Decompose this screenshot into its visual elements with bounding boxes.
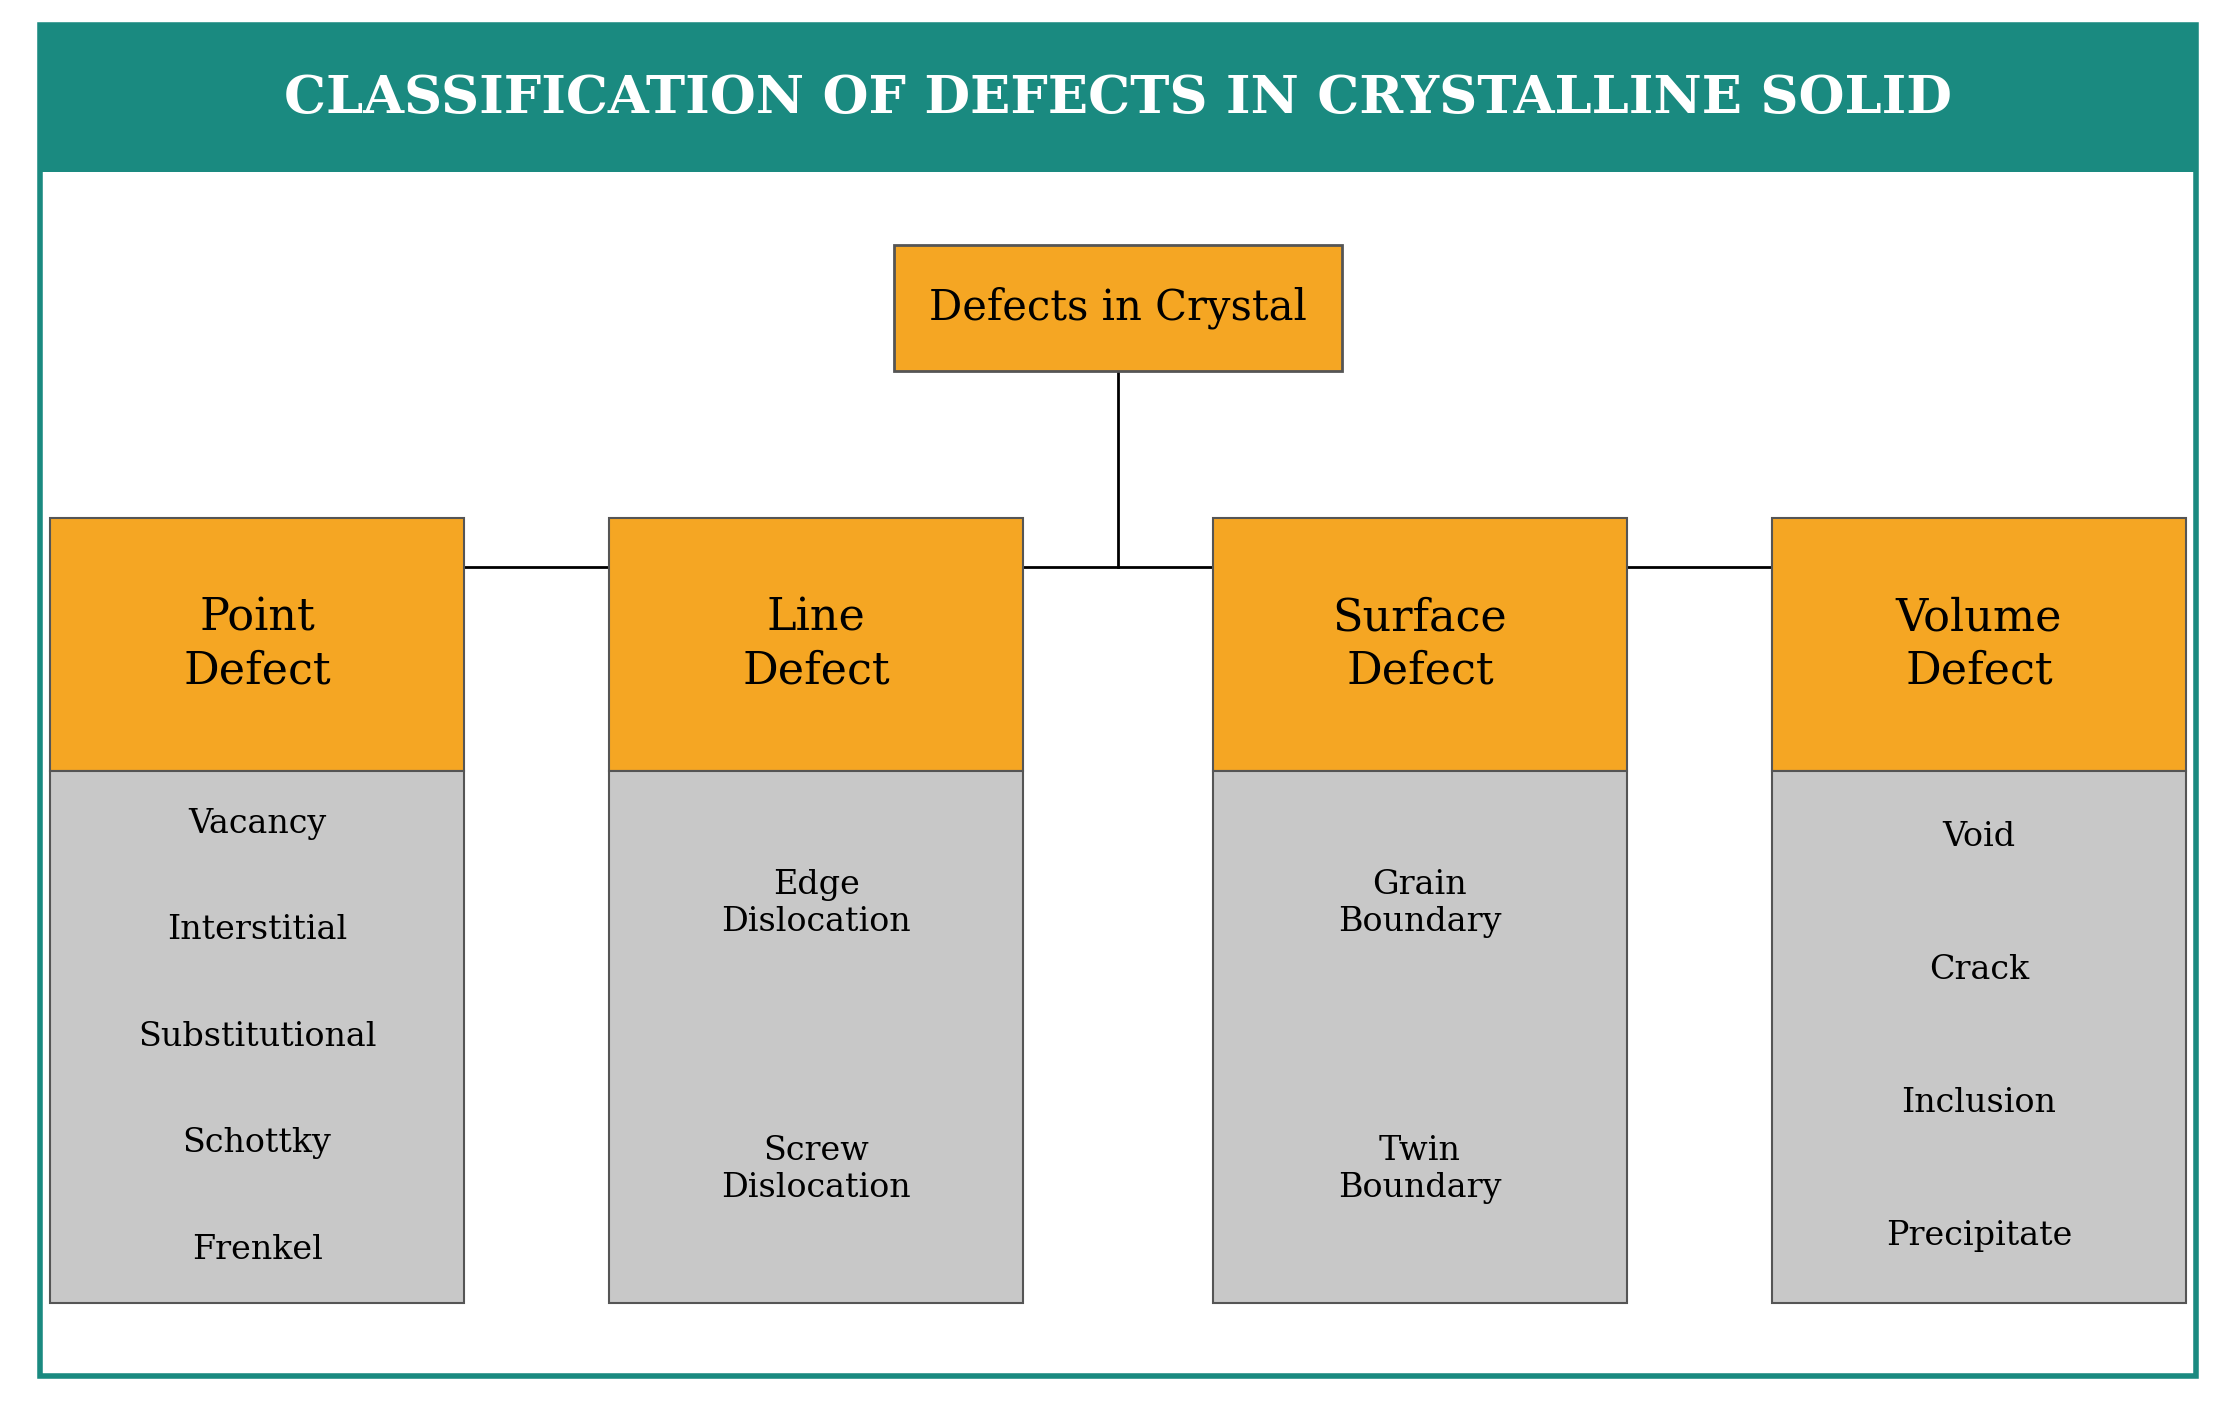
Text: Crack: Crack <box>1930 954 2028 986</box>
Text: Grain
Boundary: Grain Boundary <box>1337 869 1503 939</box>
Text: Frenkel: Frenkel <box>192 1234 322 1265</box>
Text: CLASSIFICATION OF DEFECTS IN CRYSTALLINE SOLID: CLASSIFICATION OF DEFECTS IN CRYSTALLINE… <box>284 73 1952 125</box>
Text: Inclusion: Inclusion <box>1901 1087 2057 1119</box>
FancyBboxPatch shape <box>1212 518 1628 771</box>
FancyBboxPatch shape <box>51 518 465 771</box>
Text: Vacancy: Vacancy <box>188 808 326 839</box>
Text: Schottky: Schottky <box>183 1128 331 1159</box>
FancyBboxPatch shape <box>608 518 1024 771</box>
FancyBboxPatch shape <box>51 771 465 1303</box>
Text: Screw
Dislocation: Screw Dislocation <box>722 1135 910 1205</box>
Text: Interstitial: Interstitial <box>168 915 347 946</box>
Text: Void: Void <box>1943 821 2015 853</box>
Text: Twin
Boundary: Twin Boundary <box>1337 1135 1503 1205</box>
Text: Surface
Defect: Surface Defect <box>1333 597 1507 692</box>
FancyBboxPatch shape <box>894 245 1342 371</box>
Text: Precipitate: Precipitate <box>1885 1220 2073 1252</box>
FancyBboxPatch shape <box>1771 771 2185 1303</box>
FancyBboxPatch shape <box>1212 771 1628 1303</box>
FancyBboxPatch shape <box>608 771 1024 1303</box>
Text: Volume
Defect: Volume Defect <box>1896 597 2062 692</box>
Text: Defects in Crystal: Defects in Crystal <box>930 287 1306 329</box>
Text: Substitutional: Substitutional <box>139 1021 376 1052</box>
Text: Edge
Dislocation: Edge Dislocation <box>722 869 910 939</box>
FancyBboxPatch shape <box>40 25 2196 172</box>
Text: Line
Defect: Line Defect <box>742 597 890 692</box>
Text: Point
Defect: Point Defect <box>183 597 331 692</box>
FancyBboxPatch shape <box>1771 518 2185 771</box>
